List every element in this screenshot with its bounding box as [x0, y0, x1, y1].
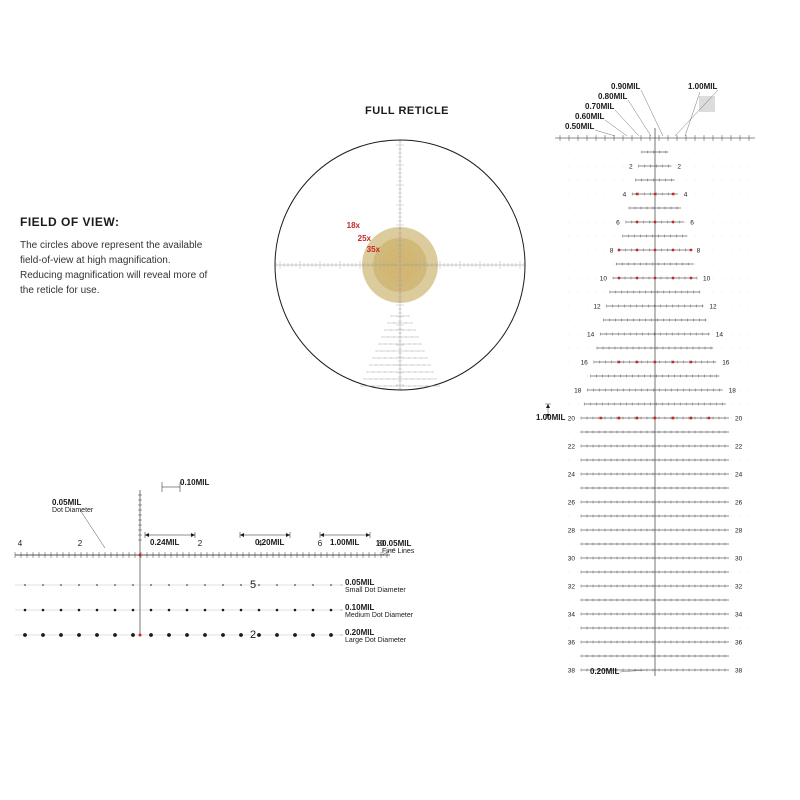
- svg-text:28: 28: [735, 528, 743, 535]
- dimension-label: 0.50MIL: [565, 122, 594, 131]
- diagram-canvas: FULL RETICLE FIELD OF VIEW: The circles …: [0, 0, 800, 800]
- svg-text:36: 36: [735, 640, 743, 647]
- dimension-label: 1.00MIL: [536, 413, 565, 422]
- svg-text:20: 20: [568, 416, 576, 423]
- svg-text:32: 32: [735, 584, 743, 591]
- svg-text:22: 22: [735, 444, 743, 451]
- svg-text:34: 34: [735, 612, 743, 619]
- svg-text:28: 28: [568, 528, 576, 535]
- svg-text:10: 10: [600, 276, 608, 283]
- svg-text:26: 26: [735, 500, 743, 507]
- svg-text:22: 22: [568, 444, 576, 451]
- svg-text:14: 14: [587, 332, 595, 339]
- svg-text:8: 8: [610, 248, 614, 255]
- svg-text:6: 6: [616, 220, 620, 227]
- svg-text:18: 18: [574, 388, 582, 395]
- svg-text:12: 12: [593, 304, 601, 311]
- dimension-label: 0.90MIL: [611, 82, 640, 91]
- svg-text:30: 30: [735, 556, 743, 563]
- svg-text:16: 16: [722, 360, 730, 367]
- svg-text:24: 24: [735, 472, 743, 479]
- svg-text:30: 30: [568, 556, 576, 563]
- svg-text:38: 38: [735, 668, 743, 675]
- svg-text:4: 4: [623, 192, 627, 199]
- svg-text:36: 36: [568, 640, 576, 647]
- svg-text:2: 2: [629, 164, 633, 171]
- svg-text:2: 2: [677, 164, 681, 171]
- svg-text:12: 12: [709, 304, 717, 311]
- svg-text:20: 20: [735, 416, 743, 423]
- svg-text:34: 34: [568, 612, 576, 619]
- svg-text:14: 14: [716, 332, 724, 339]
- svg-text:26: 26: [568, 500, 576, 507]
- svg-text:6: 6: [690, 220, 694, 227]
- svg-text:4: 4: [684, 192, 688, 199]
- dimension-label: 0.20MIL: [590, 667, 619, 676]
- right-tree-svg: 2244668810101212141416161818202022222424…: [0, 0, 800, 800]
- svg-text:10: 10: [703, 276, 711, 283]
- dimension-label: 0.70MIL: [585, 102, 614, 111]
- dimension-label: 0.60MIL: [575, 112, 604, 121]
- svg-text:18: 18: [729, 388, 737, 395]
- svg-text:32: 32: [568, 584, 576, 591]
- dimension-label: 1.00MIL: [688, 82, 717, 91]
- svg-text:24: 24: [568, 472, 576, 479]
- svg-text:38: 38: [568, 668, 576, 675]
- svg-text:8: 8: [697, 248, 701, 255]
- dimension-label: 0.80MIL: [598, 92, 627, 101]
- svg-text:16: 16: [581, 360, 589, 367]
